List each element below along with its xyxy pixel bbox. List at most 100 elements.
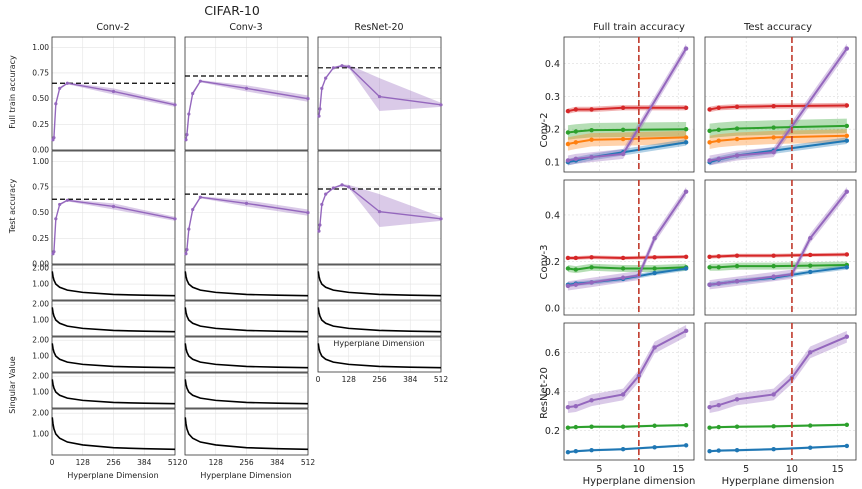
- data-point-red: [589, 107, 594, 112]
- data-point-purple: [771, 392, 776, 397]
- data-point-red: [620, 105, 626, 110]
- data-point-orange: [683, 135, 689, 140]
- axes-frame: [184, 150, 309, 265]
- series-line-red: [567, 255, 687, 259]
- data-point-blue: [620, 447, 626, 452]
- left-row-label-test: Test accuracy: [8, 179, 17, 235]
- axes-frame: [317, 36, 442, 151]
- axes-frame: [563, 36, 695, 173]
- x-tick-label: 256: [106, 458, 121, 467]
- data-point-purple: [683, 328, 689, 334]
- data-point: [198, 195, 202, 199]
- y-tick-label: 0.1: [545, 158, 560, 169]
- sv-panel-0-2: 1.00 2.00: [32, 336, 176, 373]
- axes-frame: [563, 322, 695, 461]
- right-xlabel-1: Hyperplane dimension: [722, 476, 835, 487]
- x-tick-label: 512: [301, 458, 316, 467]
- singular-value-curve: [184, 417, 309, 451]
- y-tick-label: 1.00: [32, 352, 49, 361]
- data-point-orange: [844, 133, 850, 138]
- data-point-green: [844, 422, 850, 427]
- data-point-green: [565, 130, 571, 135]
- data-point: [184, 252, 188, 256]
- y-tick-label: 1.00: [32, 316, 49, 325]
- right-panel-0: 0.1 0.2 0.3 0.4: [545, 36, 695, 173]
- confidence-band: [185, 80, 308, 141]
- data-point-green: [652, 423, 657, 428]
- sv-panel-0-0: 1.00 2.00: [32, 264, 176, 301]
- right-row-label-2: ResNet-20: [539, 367, 550, 419]
- y-tick-label: 0.75: [32, 68, 49, 77]
- axes-frame: [51, 372, 176, 409]
- data-point-purple: [716, 156, 721, 162]
- singular-value-curve: [184, 271, 309, 297]
- band-green: [567, 121, 687, 140]
- data-point: [340, 183, 344, 187]
- data-point-green: [716, 265, 721, 270]
- data-point-blue: [652, 445, 657, 450]
- data-point-purple: [589, 280, 594, 285]
- data-point-green: [589, 424, 594, 429]
- y-tick-label: 1.00: [32, 388, 49, 397]
- y-tick-label: 0.75: [32, 182, 49, 191]
- data-point-blue: [683, 140, 689, 145]
- data-point-blue: [844, 265, 850, 270]
- left-xlabel-0: Hyperplane Dimension: [67, 471, 158, 480]
- sv-panel-1-1: [184, 300, 309, 337]
- plot-area: 0.000.250.500.751.000.000.250.500.751.00…: [32, 36, 857, 475]
- data-point-purple: [734, 153, 740, 158]
- sv-panel-2-0: [317, 264, 442, 301]
- data-point-purple: [683, 46, 689, 51]
- confidence-band: [52, 82, 175, 140]
- data-point-green: [652, 266, 657, 271]
- data-point-purple: [844, 189, 850, 194]
- data-point-green: [716, 424, 721, 430]
- y-tick-label: 0.4: [545, 59, 560, 70]
- x-tick-label: 256: [239, 458, 254, 467]
- left-row-label-train: Full train accuracy: [8, 55, 17, 129]
- x-tick-label: 0: [50, 458, 55, 467]
- axes-frame: [184, 264, 309, 301]
- data-point-purple: [573, 403, 579, 409]
- axes-frame: [51, 300, 176, 337]
- data-point-blue: [573, 448, 579, 454]
- data-point: [439, 103, 443, 107]
- data-point-purple: [734, 397, 740, 402]
- axes-frame: [51, 264, 176, 301]
- data-point-green: [808, 423, 813, 428]
- data-point-blue: [683, 266, 689, 271]
- y-tick-label: 0.25: [32, 120, 49, 129]
- data-point-purple: [652, 345, 657, 350]
- data-point: [377, 94, 382, 99]
- data-point-purple: [636, 373, 642, 379]
- data-point: [184, 138, 188, 142]
- acc-panel-4: [184, 150, 310, 265]
- y-tick-label: 1.00: [32, 157, 49, 166]
- data-point-purple: [707, 282, 712, 287]
- right-row-label-0: Conv-2: [539, 112, 550, 147]
- left-xlabel-2: Hyperplane Dimension: [333, 339, 424, 348]
- data-point-red: [716, 254, 721, 259]
- confidence-band: [318, 64, 441, 118]
- confidence-band: [185, 196, 308, 255]
- data-point: [324, 76, 328, 80]
- data-point-purple: [620, 275, 626, 280]
- data-point: [318, 107, 322, 111]
- y-tick-label: 0.6: [545, 348, 560, 359]
- sv-panel-0-3: 1.00 2.00: [32, 372, 176, 409]
- data-point-red: [707, 107, 712, 112]
- band-purple: [567, 324, 687, 414]
- data-point-blue: [734, 448, 740, 453]
- y-tick-label: 2.00: [32, 264, 49, 273]
- acc-panel-2: [317, 36, 443, 151]
- axes-frame: [704, 179, 857, 316]
- y-tick-label: 0.3: [545, 92, 560, 103]
- data-point: [244, 201, 249, 205]
- data-point-purple: [808, 350, 813, 355]
- y-tick-label: 1.00: [32, 43, 49, 52]
- sv-panel-1-0: [184, 264, 309, 301]
- data-point-green: [808, 263, 813, 268]
- x-tick-label: 128: [76, 458, 91, 467]
- x-tick-label: 15: [832, 464, 844, 475]
- data-point: [318, 223, 322, 227]
